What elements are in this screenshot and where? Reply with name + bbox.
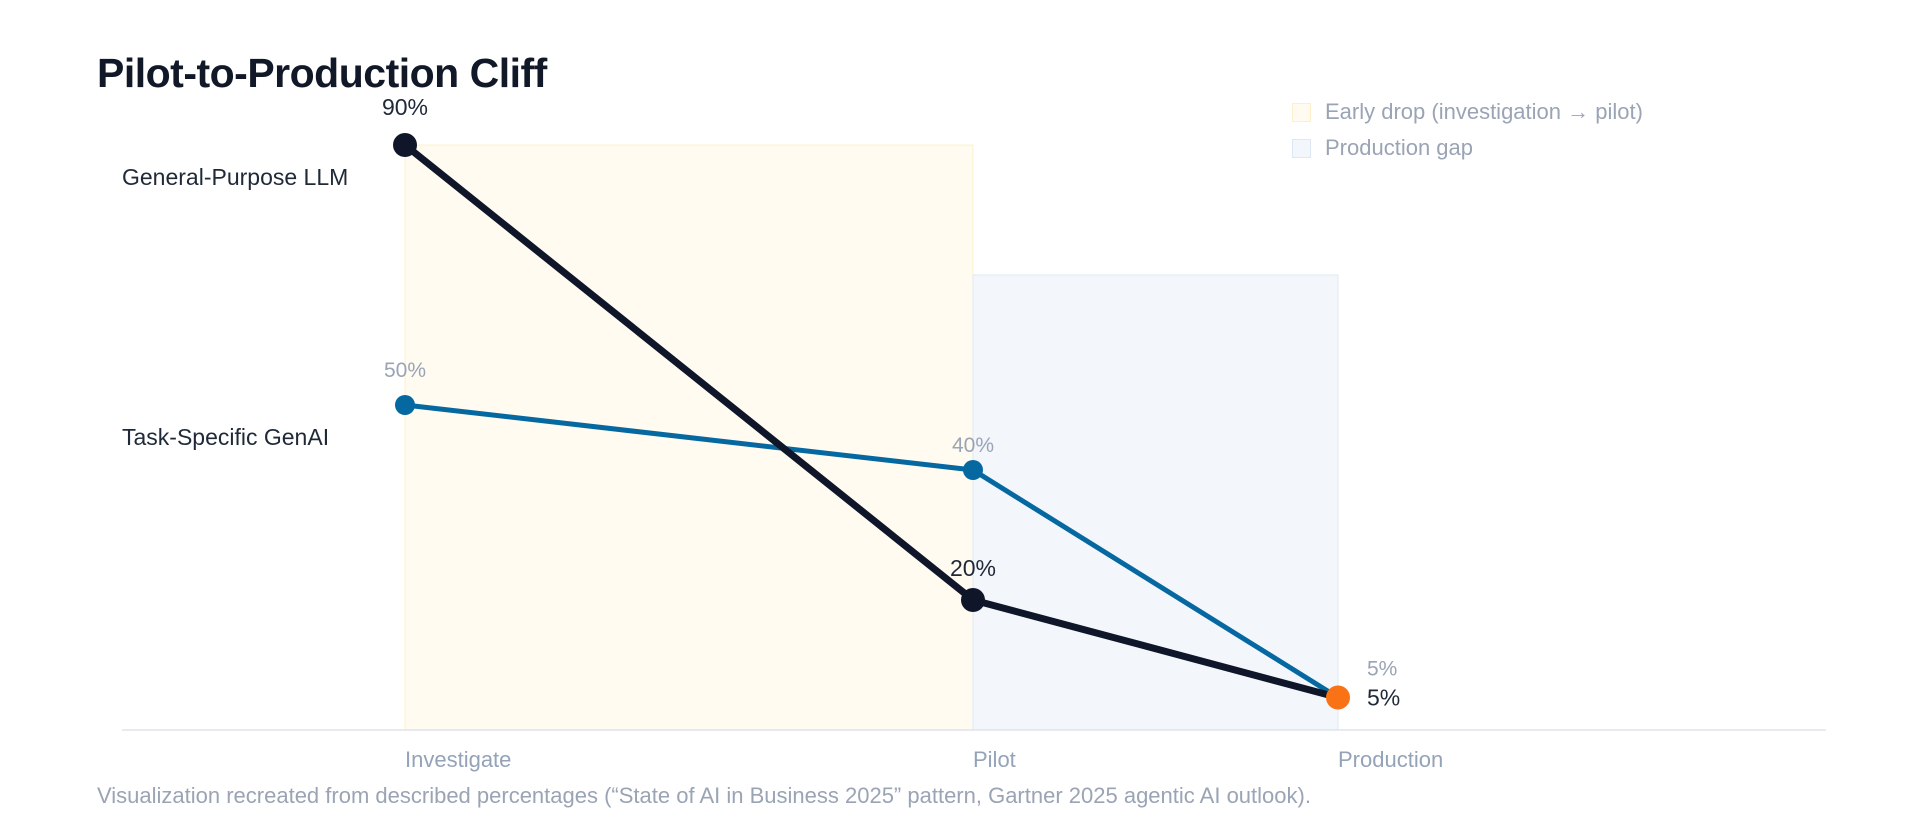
chart-legend: Early drop (investigation → pilot) Produ…: [1292, 94, 1643, 166]
data-label-task-specific-genai-production: 5%: [1367, 658, 1397, 681]
x-tick-label-pilot: Pilot: [973, 747, 1016, 772]
data-point-general-purpose-llm-investigate: [393, 133, 417, 157]
data-label-general-purpose-llm-pilot: 20%: [950, 555, 996, 581]
legend-label-early-drop: Early drop (investigation → pilot): [1325, 99, 1643, 124]
chart-title: Pilot-to-Production Cliff: [97, 50, 547, 96]
x-tick-label-investigate: Investigate: [405, 747, 511, 772]
data-point-task-specific-genai-pilot: [963, 460, 983, 480]
data-point-production-endpoint: [1326, 685, 1350, 710]
legend-item-production-gap: Production gap: [1292, 130, 1643, 166]
data-point-task-specific-genai-investigate: [395, 395, 415, 415]
chart-caption: Visualization recreated from described p…: [97, 783, 1311, 808]
series-label-general-purpose-llm: General-Purpose LLM: [122, 164, 348, 190]
legend-swatch-production-gap: [1292, 138, 1311, 158]
legend-item-early-drop: Early drop (investigation → pilot): [1292, 94, 1643, 130]
data-label-task-specific-genai-investigate: 50%: [384, 359, 426, 382]
data-label-general-purpose-llm-production: 5%: [1367, 685, 1400, 711]
data-point-general-purpose-llm-pilot: [961, 588, 985, 612]
x-tick-label-production: Production: [1338, 747, 1443, 772]
data-label-general-purpose-llm-investigate: 90%: [382, 94, 428, 120]
legend-swatch-early-drop: [1292, 102, 1311, 122]
series-label-task-specific-genai: Task-Specific GenAI: [122, 424, 329, 450]
shaded-region-production-gap: [972, 274, 1339, 731]
data-label-task-specific-genai-pilot: 40%: [952, 434, 994, 457]
legend-label-production-gap: Production gap: [1325, 135, 1473, 160]
